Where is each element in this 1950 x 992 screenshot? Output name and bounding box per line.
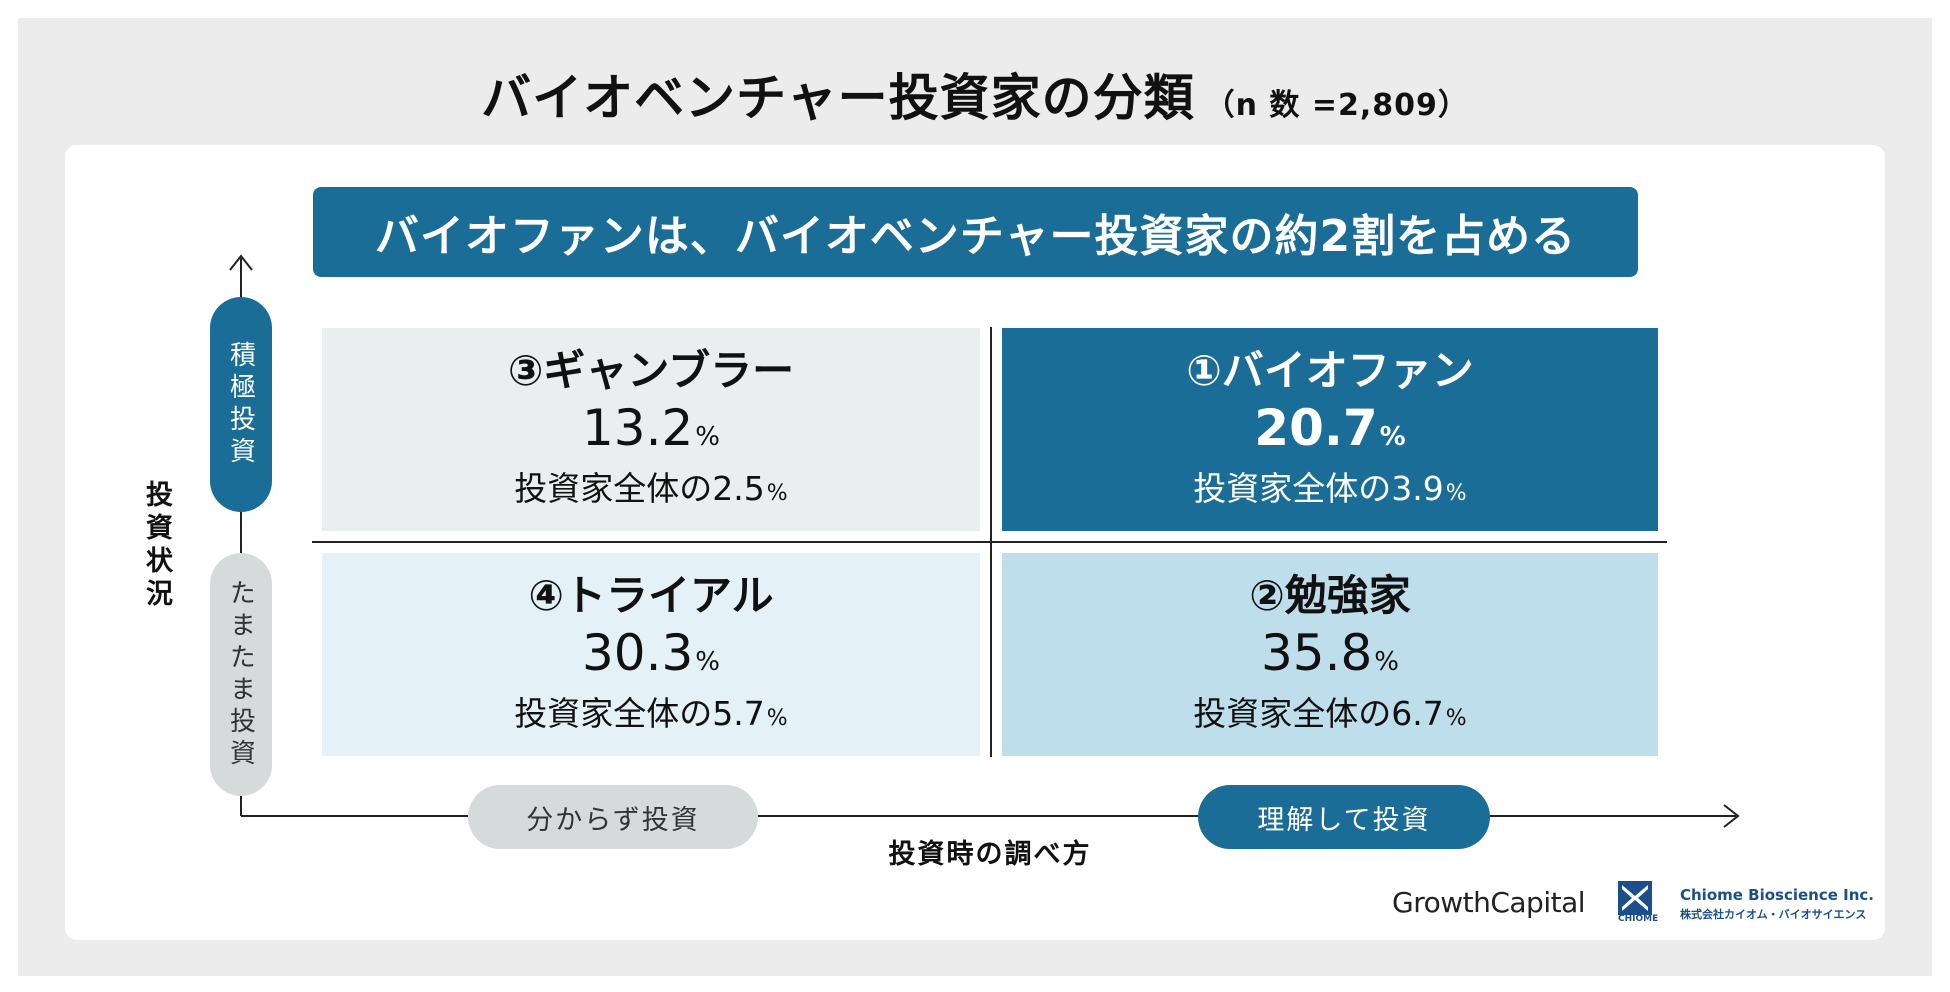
y-axis-arrow <box>229 254 253 271</box>
x-axis-arrow <box>1723 804 1740 828</box>
quadrant-name: ②勉強家 <box>1249 570 1411 620</box>
quadrant-trial: ④トライアル 30.3% 投資家全体の5.7% <box>322 553 980 756</box>
horizontal-divider <box>312 541 1667 543</box>
quadrant-percentage: 35.8% <box>1260 623 1400 682</box>
y-axis-label: 投資状況 <box>141 480 172 612</box>
chiome-company-name: Chiome Bioscience Inc. <box>1680 886 1874 904</box>
x-pill-informed: 理解して投資 <box>1198 785 1490 849</box>
x-axis-label: 投資時の調べ方 <box>888 839 1092 870</box>
chiome-logo-word: CHIOME <box>1618 914 1659 924</box>
sample-size: （n 数 =2,809） <box>1204 88 1469 123</box>
quadrant-name: ③ギャンブラー <box>507 345 795 395</box>
y-pill-casual-investment: たまたま投資 <box>210 553 272 796</box>
page-title: バイオベンチャー投資家の分類 （n 数 =2,809） <box>0 58 1950 130</box>
growth-capital-logo: GrowthCapital <box>1392 886 1586 919</box>
quadrant-overall-share: 投資家全体の5.7% <box>514 693 788 733</box>
quadrant-studier: ②勉強家 35.8% 投資家全体の6.7% <box>1002 553 1658 756</box>
quadrant-percentage: 13.2% <box>581 398 721 457</box>
quadrant-gambler: ③ギャンブラー 13.2% 投資家全体の2.5% <box>322 328 980 531</box>
chiome-company-name-jp: 株式会社カイオム・バイオサイエンス <box>1680 908 1867 921</box>
title-text: バイオベンチャー投資家の分類 <box>481 69 1195 127</box>
chiome-logo-icon <box>1618 881 1652 915</box>
quadrant-name: ①バイオファン <box>1186 345 1474 395</box>
quadrant-percentage: 20.7% <box>1254 398 1406 457</box>
quadrant-overall-share: 投資家全体の6.7% <box>1193 693 1467 733</box>
quadrant-name: ④トライアル <box>528 570 774 620</box>
quadrant-overall-share: 投資家全体の3.9% <box>1193 468 1467 508</box>
quadrant-bio-fan: ①バイオファン 20.7% 投資家全体の3.9% <box>1002 328 1658 531</box>
quadrant-percentage: 30.3% <box>581 623 721 682</box>
y-pill-active-investment: 積極投資 <box>210 297 272 512</box>
headline-banner: バイオファンは、バイオベンチャー投資家の約2割を占める <box>313 187 1638 277</box>
quadrant-overall-share: 投資家全体の2.5% <box>514 468 788 508</box>
x-pill-uninformed: 分からず投資 <box>468 785 758 849</box>
